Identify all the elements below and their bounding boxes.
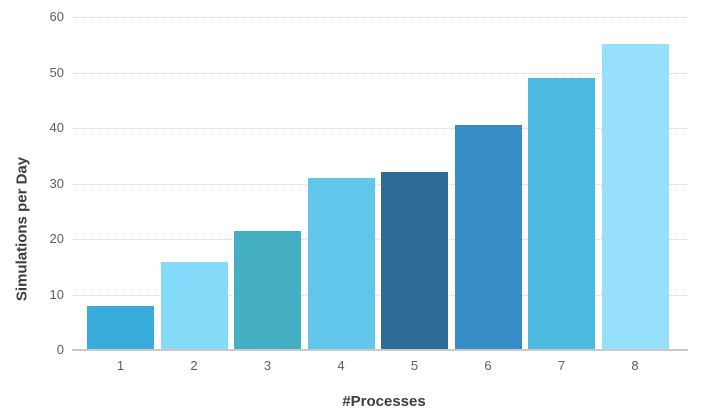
y-gridline — [73, 294, 688, 296]
x-tick-label: 2 — [190, 358, 198, 373]
y-tick-label: 0 — [56, 342, 64, 357]
bar — [160, 262, 228, 350]
y-tick-label: 60 — [49, 9, 64, 24]
y-gridline — [73, 17, 688, 18]
y-gridline — [73, 128, 688, 129]
x-tick-label: 5 — [410, 358, 419, 373]
x-tick-label: 3 — [263, 358, 272, 373]
x-tick-label: 1 — [116, 358, 125, 373]
x-axis-line — [72, 349, 688, 351]
bar — [381, 172, 448, 350]
bar — [87, 305, 154, 350]
bar — [307, 177, 375, 350]
x-axis-title: #Processes — [342, 393, 426, 410]
x-tick-label: 6 — [484, 358, 492, 373]
y-tick-label: 20 — [49, 231, 64, 246]
x-tick-label: 7 — [557, 358, 566, 373]
y-tick-label: 50 — [49, 64, 64, 80]
y-gridline — [73, 183, 688, 185]
y-gridline — [73, 72, 688, 74]
y-tick-label: 10 — [49, 286, 64, 302]
x-tick-label: 8 — [631, 358, 639, 373]
bar — [454, 125, 522, 350]
bar — [234, 231, 301, 350]
bar — [601, 43, 669, 350]
x-tick-label: 4 — [337, 358, 345, 373]
y-gridline — [73, 239, 688, 240]
bar — [528, 78, 595, 350]
y-tick-label: 40 — [49, 120, 64, 135]
y-tick-label: 30 — [49, 175, 64, 191]
